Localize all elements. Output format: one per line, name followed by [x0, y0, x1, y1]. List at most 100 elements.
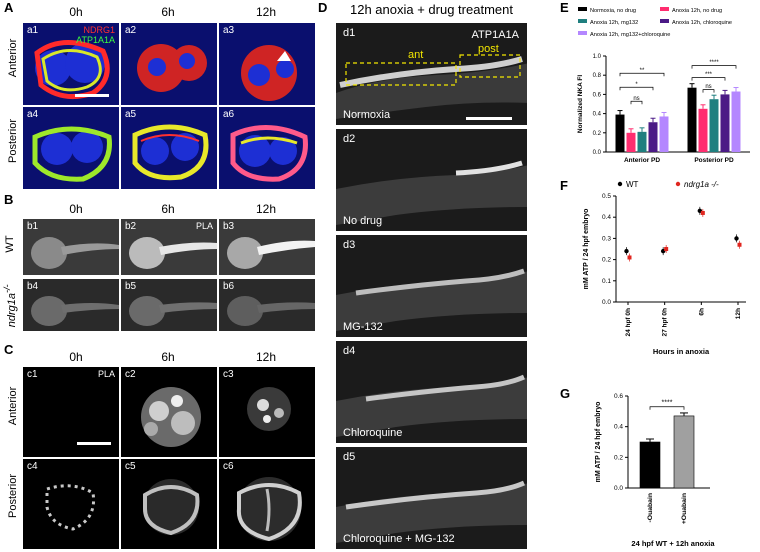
y-tick-label: 0.2 [602, 257, 611, 264]
scale-bar [75, 94, 109, 97]
micrograph-a3: a3 [218, 22, 316, 106]
micrograph-d3: MG-132 d3 [335, 234, 528, 338]
panel-b-row-wt: WT [4, 235, 16, 253]
tile-tag-b1: b1 [27, 221, 39, 232]
panel-c-col-12h: 12h [255, 350, 277, 364]
tile-tag-d3: d3 [343, 239, 356, 251]
x-tick-label: 12h [735, 308, 742, 319]
micrograph-c4: c4 [22, 458, 120, 550]
bar [648, 122, 658, 152]
significance-label: ** [640, 68, 645, 74]
legend-entry: ndrg1a -/- [684, 180, 719, 189]
chart-f: WT ndrg1a -/- 0.0 0.1 0.2 0.3 0.4 0.5 mM ATP / 2… [583, 180, 746, 356]
bar [731, 91, 741, 152]
significance-label: **** [709, 60, 719, 66]
tile-tag-a3: a3 [223, 25, 235, 36]
y-tick-label: 0.4 [593, 112, 602, 118]
tile-tag-c5: c5 [125, 461, 136, 472]
data-point [700, 210, 705, 215]
significance-bracket [691, 77, 726, 81]
legend-marker [617, 181, 623, 187]
micrograph-b6: b6 [218, 278, 316, 332]
bar [639, 441, 661, 489]
data-point [624, 248, 629, 254]
micrograph-c6: c6 [218, 458, 316, 550]
legend-swatch [578, 19, 587, 23]
panel-a-col-0h: 0h [69, 5, 83, 19]
tile-tag-a6: a6 [223, 109, 235, 120]
micrograph-b2: b2 PLA [120, 218, 218, 276]
micrograph-c2: c2 [120, 366, 218, 458]
tile-tag-c1: c1 [27, 369, 38, 380]
pla-label: PLA [195, 221, 213, 231]
panel-c-col-6h: 6h [161, 350, 175, 364]
significance-label: *** [705, 72, 713, 78]
tile-tag-c3: c3 [223, 369, 234, 380]
chart-e: Normoxia, no drug Anoxia 12h, no drug Anox… [577, 7, 750, 164]
panel-d-title: 12h anoxia + drug treatment [350, 2, 513, 17]
scale-bar [77, 442, 111, 445]
bar [687, 87, 697, 152]
tile-tag-a4: a4 [27, 109, 39, 120]
micrograph-b3: b3 [218, 218, 316, 276]
tile-tag-c6: c6 [223, 461, 234, 472]
micrograph-b5: b5 [120, 278, 218, 332]
bar [659, 116, 669, 152]
y-tick-label: 0.0 [602, 299, 611, 306]
arrowhead-icon [277, 51, 291, 61]
significance-bracket [691, 65, 737, 69]
micrograph-a1: a1 NDRG1 ATP1A1A [22, 22, 120, 106]
pla-label: PLA [97, 369, 115, 379]
legend-ndrg1: NDRG1 [83, 25, 115, 35]
d-condition-label: Normoxia [343, 109, 391, 121]
significance-bracket [702, 89, 715, 93]
micrograph-a2: a2 [120, 22, 218, 106]
chart-g: 0.0 0.2 0.4 0.6 mM ATP / 24 hpf embryo -Ouaba… [595, 393, 715, 548]
panel-letter-a: A [4, 0, 14, 15]
tile-tag-b2: b2 [125, 221, 137, 232]
legend-entry: Anoxia 12h, no drug [672, 8, 722, 14]
y-tick-label: 0.6 [614, 393, 623, 400]
bar [637, 131, 647, 152]
legend-entry: Anoxia 12h, chloroquine [672, 20, 732, 26]
panel-letter-b: B [4, 192, 14, 207]
data-point [734, 236, 739, 241]
panel-a-row-anterior: Anterior [7, 38, 19, 78]
data-point [737, 242, 742, 247]
panel-b-col-12h: 12h [255, 202, 277, 216]
significance-label: * [635, 82, 638, 88]
panel-c-row-anterior: Anterior [7, 386, 19, 426]
legend-swatch [578, 7, 587, 11]
panel-b-col-0h: 0h [69, 202, 83, 216]
x-tick-label: 27 hpf 0h [662, 308, 669, 337]
significance-label: **** [662, 400, 673, 407]
y-tick-label: 0.5 [602, 193, 611, 200]
panel-b-row-ndrg1a: ndrg1a-/- [2, 284, 18, 328]
y-axis-label: Normalized NKA FI [577, 75, 584, 133]
micrograph-a5: a5 [120, 106, 218, 190]
data-point [627, 255, 632, 260]
significance-label: ns [633, 96, 639, 102]
micrograph-a6: a6 [218, 106, 316, 190]
tile-tag-a1: a1 [27, 25, 39, 36]
significance-label: ns [705, 84, 711, 90]
legend-swatch [578, 31, 587, 35]
micrograph-b1: b1 [22, 218, 120, 276]
data-point [664, 247, 669, 251]
micrograph-b4: b4 [22, 278, 120, 332]
legend-marker [675, 181, 681, 187]
x-tick-label: +Ouabain [681, 493, 688, 524]
micrograph-d1: ATP1A1A ant post Normoxia d1 [335, 22, 528, 126]
y-tick-label: 0.2 [614, 454, 623, 461]
x-axis-label: Hours in anoxia [653, 347, 710, 356]
bar [709, 99, 719, 152]
micrograph-c1: c1 PLA [22, 366, 120, 458]
panel-c-col-0h: 0h [69, 350, 83, 364]
micrograph-d5: Chloroquine + MG-132 d5 [335, 446, 528, 550]
d-condition-label: No drug [343, 215, 383, 227]
tile-tag-b5: b5 [125, 281, 137, 292]
x-tick-label: Posterior PD [694, 157, 734, 164]
micrograph-d2: No drug d2 [335, 128, 528, 232]
bar [720, 94, 730, 152]
y-axis-label: mM ATP / 24 hpf embryo [595, 402, 602, 483]
